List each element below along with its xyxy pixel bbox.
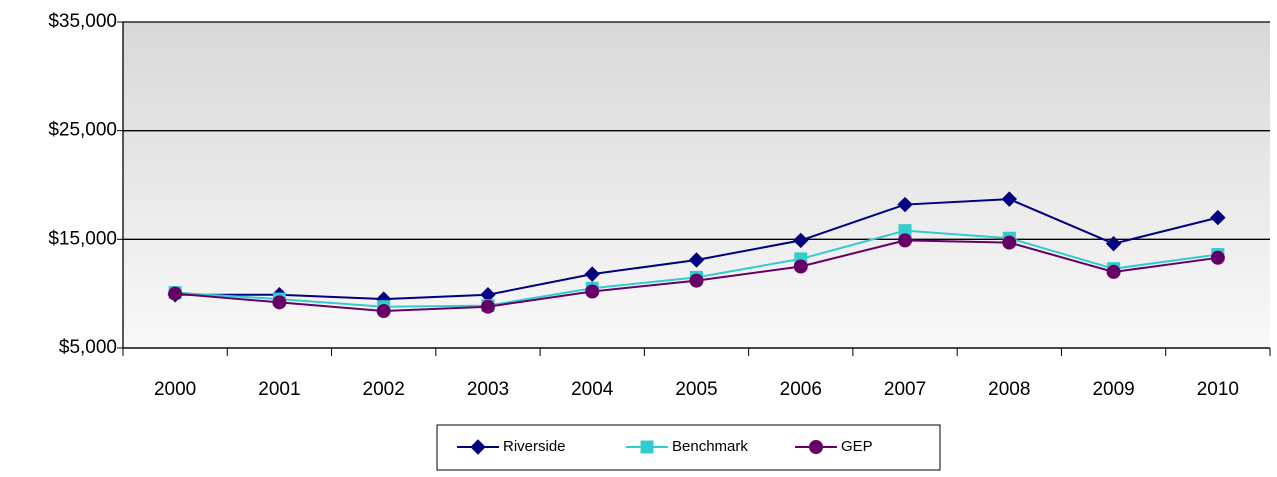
x-tick-label: 2008 bbox=[988, 379, 1030, 400]
marker bbox=[688, 252, 705, 268]
y-tick-label: $35,000 bbox=[48, 11, 117, 32]
x-tick-label: 2003 bbox=[467, 379, 509, 400]
x-tick-label: 2004 bbox=[571, 379, 614, 400]
y-tick-label: $15,000 bbox=[48, 228, 117, 249]
marker bbox=[585, 284, 600, 299]
marker bbox=[689, 273, 704, 288]
y-tick-label: $25,000 bbox=[48, 120, 117, 141]
marker bbox=[809, 440, 823, 454]
marker bbox=[1210, 209, 1226, 226]
marker bbox=[1105, 235, 1122, 252]
marker bbox=[480, 299, 495, 314]
plot-area bbox=[123, 22, 1270, 348]
x-tick-label: 2000 bbox=[154, 379, 196, 400]
marker bbox=[898, 233, 913, 248]
legend-label: Benchmark bbox=[672, 438, 748, 455]
marker bbox=[470, 439, 486, 455]
legend-label: Riverside bbox=[503, 438, 566, 455]
marker bbox=[793, 232, 809, 249]
marker bbox=[640, 440, 654, 454]
marker bbox=[1106, 264, 1121, 279]
marker bbox=[793, 259, 808, 274]
marker bbox=[1002, 235, 1017, 250]
marker bbox=[1001, 191, 1018, 207]
x-tick-label: 2009 bbox=[1092, 379, 1134, 400]
x-tick-label: 2002 bbox=[363, 379, 405, 400]
x-tick-label: 2006 bbox=[780, 379, 822, 400]
marker bbox=[376, 304, 391, 319]
legend bbox=[436, 424, 941, 471]
marker bbox=[272, 295, 287, 310]
x-tick-label: 2007 bbox=[884, 379, 926, 400]
marker bbox=[1210, 250, 1225, 265]
y-tick-label: $5,000 bbox=[59, 337, 117, 358]
marker bbox=[584, 266, 600, 282]
x-tick-label: 2005 bbox=[675, 379, 717, 400]
legend-label: GEP bbox=[841, 438, 873, 455]
marker bbox=[897, 196, 913, 213]
x-tick-label: 2010 bbox=[1197, 379, 1239, 400]
x-tick-label: 2001 bbox=[258, 379, 300, 400]
marker bbox=[168, 286, 183, 301]
